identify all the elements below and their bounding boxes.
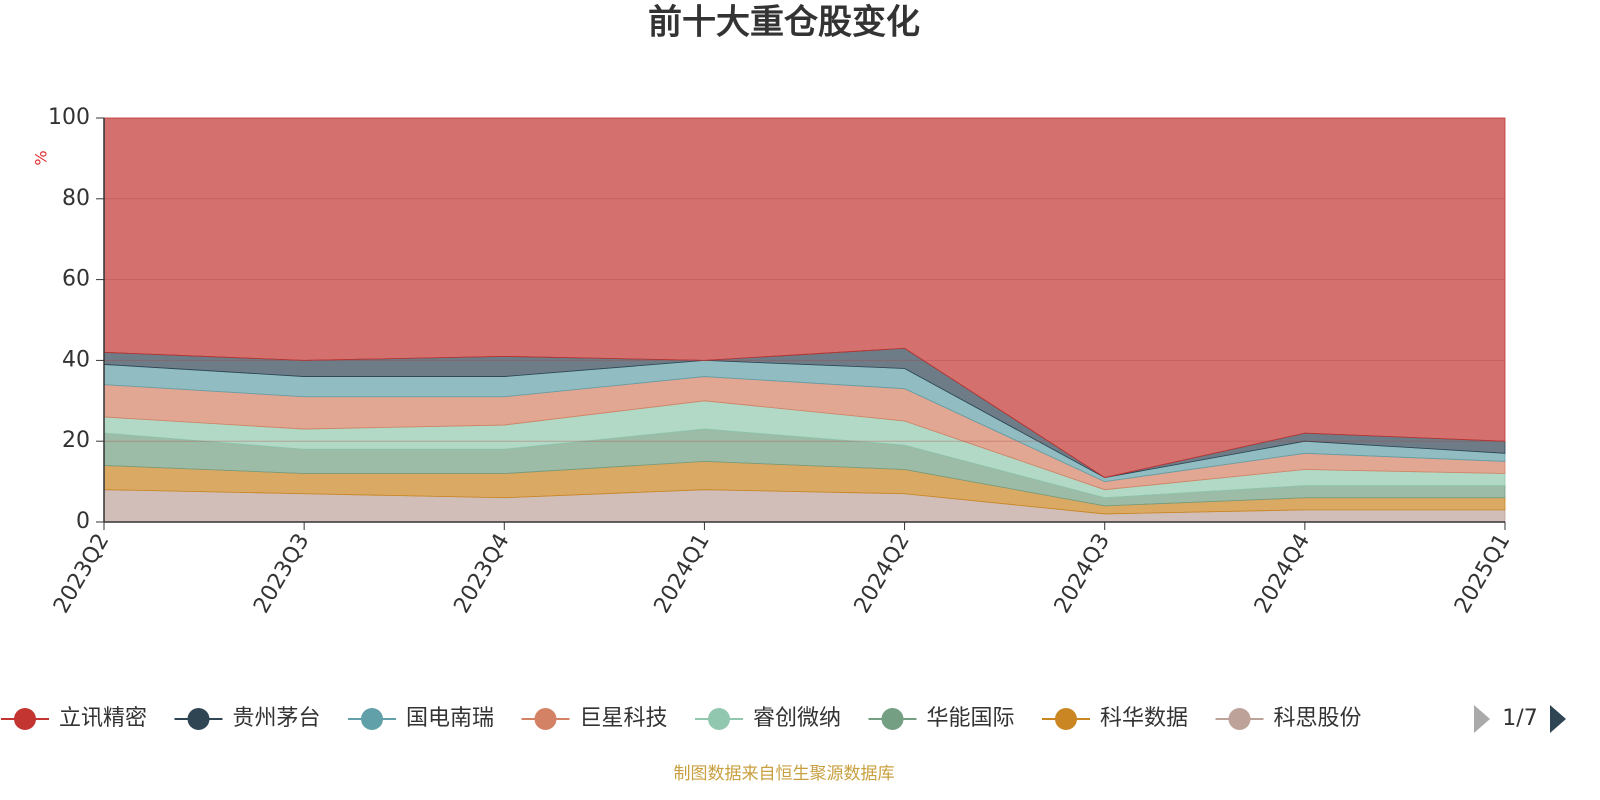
legend-item[interactable]: 贵州茅台 <box>174 706 321 731</box>
legend-label: 睿创微纳 <box>753 706 841 731</box>
legend-item[interactable]: 立讯精密 <box>1 706 147 731</box>
y-axis-label: % <box>32 150 51 165</box>
area <box>103 117 1506 478</box>
x-tick-label: 2024Q4 <box>1250 530 1315 618</box>
legend-item[interactable]: 睿创微纳 <box>695 706 841 731</box>
legend-label: 贵州茅台 <box>233 706 321 731</box>
x-tick-label: 2025Q1 <box>1450 530 1515 618</box>
legend-label: 国电南瑞 <box>406 706 494 731</box>
legend-label: 巨星科技 <box>580 706 668 731</box>
legend-marker <box>1055 708 1077 730</box>
legend-item[interactable]: 巨星科技 <box>521 706 668 731</box>
y-tick-label: 20 <box>62 428 90 453</box>
legend-item[interactable]: 科思股份 <box>1215 706 1362 731</box>
x-tick-label: 2024Q3 <box>1050 530 1115 618</box>
legend-label: 立讯精密 <box>59 706 147 731</box>
legend-label: 科华数据 <box>1100 706 1188 731</box>
legend-page: 1/7 <box>1502 706 1537 731</box>
legend-item[interactable]: 华能国际 <box>868 706 1015 731</box>
legend-item[interactable]: 国电南瑞 <box>348 706 494 731</box>
legend-marker <box>534 708 557 730</box>
legend-label: 科思股份 <box>1274 706 1362 731</box>
x-tick-label: 2023Q3 <box>249 530 314 618</box>
y-tick-label: 80 <box>62 186 90 211</box>
y-tick-label: 40 <box>62 347 90 372</box>
y-tick-label: 0 <box>76 509 90 534</box>
legend-marker <box>881 708 904 730</box>
legend-marker <box>14 708 36 730</box>
x-tick-label: 2024Q1 <box>650 530 715 618</box>
legend-marker <box>187 708 210 730</box>
legend-marker <box>361 708 383 730</box>
legend-next[interactable] <box>1550 705 1566 733</box>
legend-label: 华能国际 <box>927 706 1015 731</box>
y-tick-label: 60 <box>62 267 90 292</box>
legend-marker <box>708 708 730 730</box>
chart-title: 前十大重仓股变化 <box>648 3 920 43</box>
plot-area <box>103 117 1506 523</box>
x-tick-label: 2023Q4 <box>449 530 514 618</box>
legend-prev[interactable] <box>1474 705 1490 733</box>
source-note: 制图数据来自恒生聚源数据库 <box>674 764 895 784</box>
y-tick-label: 100 <box>48 105 90 130</box>
legend-marker <box>1228 708 1251 730</box>
legend-item[interactable]: 科华数据 <box>1042 706 1188 731</box>
x-tick-label: 2023Q2 <box>49 530 114 618</box>
x-tick-label: 2024Q2 <box>850 530 915 618</box>
